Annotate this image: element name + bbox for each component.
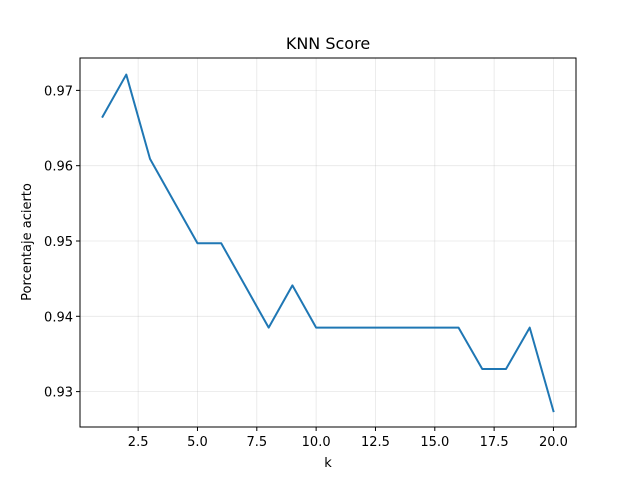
x-tick-label: 12.5: [361, 435, 390, 450]
y-tick-label: 0.97: [44, 84, 73, 99]
x-tick-label: 5.0: [187, 435, 208, 450]
plot-frame: [79, 57, 577, 428]
y-tick-label: 0.96: [44, 160, 73, 175]
series-line: [101, 73, 555, 413]
x-tick-label: 15.0: [420, 435, 449, 450]
x-tick-label: 2.5: [128, 435, 149, 450]
y-tick-label: 0.94: [44, 310, 73, 325]
x-axis-label: k: [324, 456, 332, 471]
y-tick-label: 0.93: [44, 386, 73, 401]
ticks: 2.5 5.0 7.5 10.0 12.5 15.0 17.5 20.0 0.93 0.94 0.9…: [44, 84, 568, 450]
grid: [80, 58, 576, 427]
y-axis-label: Porcentaje acierto: [20, 183, 35, 301]
x-tick-label: 17.5: [480, 435, 509, 450]
x-tick-label: 10.0: [302, 435, 331, 450]
x-tick-label: 20.0: [539, 435, 568, 450]
y-tick-label: 0.95: [44, 235, 73, 250]
chart-title: KNN Score: [286, 34, 370, 53]
series-layer: [101, 73, 555, 413]
x-tick-label: 7.5: [246, 435, 267, 450]
